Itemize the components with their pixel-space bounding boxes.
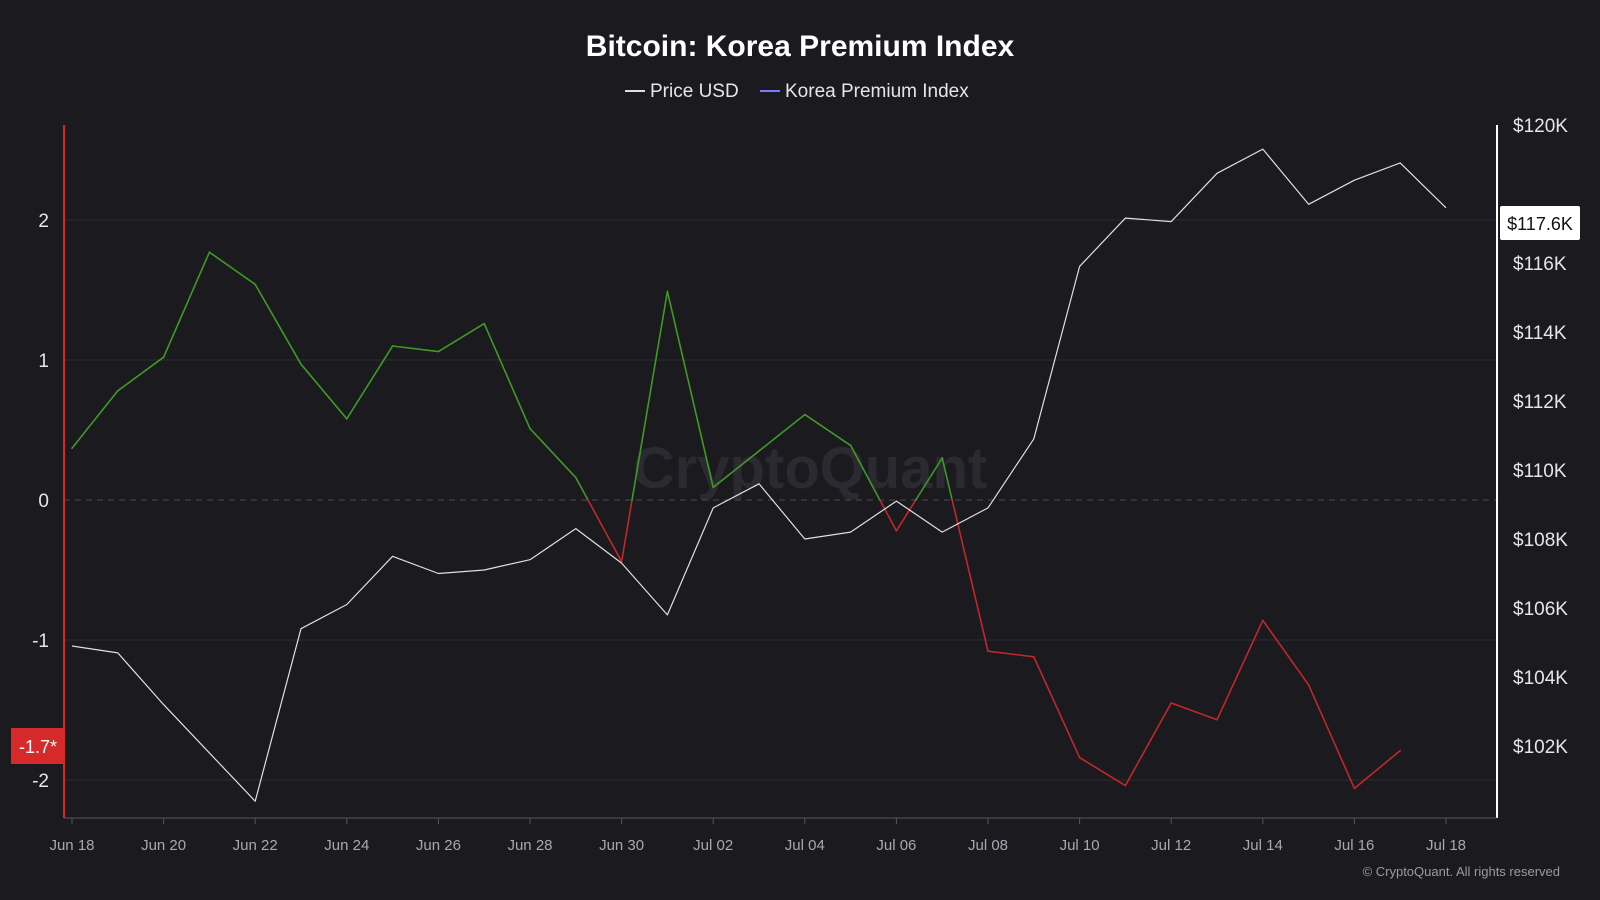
kpi-segment: [1353, 749, 1401, 790]
kpi-segment: [849, 444, 881, 501]
current-right-badge: $117.6K: [1500, 206, 1580, 240]
left-axis-ticks: 2 1 0 -1 -2: [32, 211, 49, 792]
right-tick-label: $116K: [1513, 254, 1567, 275]
price-usd-line: [71, 148, 1447, 802]
kpi-segment: [1033, 655, 1081, 759]
kpi-segment: [162, 251, 211, 359]
korea-premium-series: [71, 251, 1401, 790]
left-tick-label: 0: [38, 491, 49, 512]
x-tick-label: Jun 28: [507, 837, 552, 854]
kpi-segment: [345, 345, 394, 420]
right-axis-ticks: $120K $116K $114K $112K $110K $108K $106K $104K…: [1513, 116, 1568, 758]
kpi-segment: [71, 389, 119, 450]
legend-label-price: Price USD: [650, 81, 739, 102]
x-tick-label: Jul 08: [968, 837, 1008, 854]
grid-lines: [64, 219, 1497, 781]
kpi-segment: [879, 499, 898, 532]
kpi-segment: [914, 457, 944, 501]
x-tick-label: Jul 06: [876, 837, 916, 854]
kpi-segment: [987, 650, 1035, 658]
kpi-segment: [758, 413, 806, 452]
x-tick-label: Jul 04: [785, 837, 825, 854]
kpi-segment: [941, 457, 953, 501]
current-right-badge-text: $117.6K: [1507, 214, 1573, 234]
chart-title: Bitcoin: Korea Premium Index: [586, 30, 1015, 63]
right-tick-label: $110K: [1513, 461, 1567, 482]
right-tick-label: $120K: [1513, 116, 1568, 137]
kpi-segment: [1078, 756, 1127, 787]
kpi-segment: [437, 322, 486, 353]
current-left-badge-text: -1.7*: [19, 737, 57, 757]
price-usd-series: [71, 148, 1447, 802]
kpi-segment: [1216, 619, 1264, 721]
left-tick-label: -2: [32, 771, 49, 792]
right-tick-label: $108K: [1513, 530, 1568, 551]
legend-label-kpi: Korea Premium Index: [785, 81, 969, 102]
x-tick-label: Jun 18: [49, 837, 94, 854]
kpi-segment: [631, 290, 669, 501]
kpi-segment: [666, 290, 715, 489]
x-tick-label: Jul 16: [1334, 837, 1374, 854]
kpi-segment: [574, 476, 589, 501]
x-tick-label: Jul 02: [693, 837, 733, 854]
kpi-segment: [1124, 702, 1172, 787]
x-tick-label: Jul 10: [1060, 837, 1100, 854]
kpi-segment: [587, 499, 623, 563]
x-tick-label: Jun 26: [416, 837, 461, 854]
kpi-segment: [208, 251, 256, 286]
left-tick-label: 1: [38, 351, 49, 372]
x-tick-label: Jun 24: [324, 837, 369, 854]
kpi-segment: [1307, 683, 1356, 790]
kpi-segment: [1262, 619, 1310, 686]
x-tick-label: Jul 14: [1243, 837, 1283, 854]
kpi-segment: [300, 363, 348, 420]
x-tick-label: Jun 22: [233, 837, 278, 854]
watermark: CryptoQuant: [633, 436, 987, 501]
kpi-segment: [1170, 702, 1218, 721]
right-tick-label: $106K: [1513, 599, 1568, 620]
kpi-segment: [529, 427, 577, 479]
kpi-segment: [254, 283, 302, 366]
x-tick-label: Jul 18: [1426, 837, 1466, 854]
left-tick-label: -1: [32, 631, 49, 652]
right-tick-label: $104K: [1513, 668, 1568, 689]
kpi-segment: [483, 322, 531, 430]
current-left-badge: -1.7*: [11, 728, 64, 764]
legend-item-price[interactable]: Price USD: [625, 81, 739, 102]
x-axis-ticks: Jun 18 Jun 20 Jun 22 Jun 24 Jun 26 Jun 28 Jun …: [49, 818, 1466, 854]
axes: [63, 125, 1498, 819]
kpi-segment: [803, 413, 852, 447]
kpi-segment: [895, 499, 917, 532]
kpi-segment: [117, 356, 165, 392]
x-tick-label: Jun 20: [141, 837, 186, 854]
legend-item-kpi[interactable]: Korea Premium Index: [760, 81, 969, 102]
legend: Price USD Korea Premium Index: [625, 81, 969, 102]
kpi-segment: [620, 499, 633, 563]
kpi-segment: [712, 450, 760, 489]
left-tick-label: 2: [38, 211, 49, 232]
copyright: © CryptoQuant. All rights reserved: [1363, 864, 1560, 879]
right-tick-label: $112K: [1513, 392, 1567, 413]
right-tick-label: $114K: [1513, 323, 1567, 344]
right-tick-label: $102K: [1513, 737, 1568, 758]
kpi-segment: [951, 499, 989, 653]
x-tick-label: Jul 12: [1151, 837, 1191, 854]
x-tick-label: Jun 30: [599, 837, 644, 854]
kpi-segment: [391, 345, 440, 353]
